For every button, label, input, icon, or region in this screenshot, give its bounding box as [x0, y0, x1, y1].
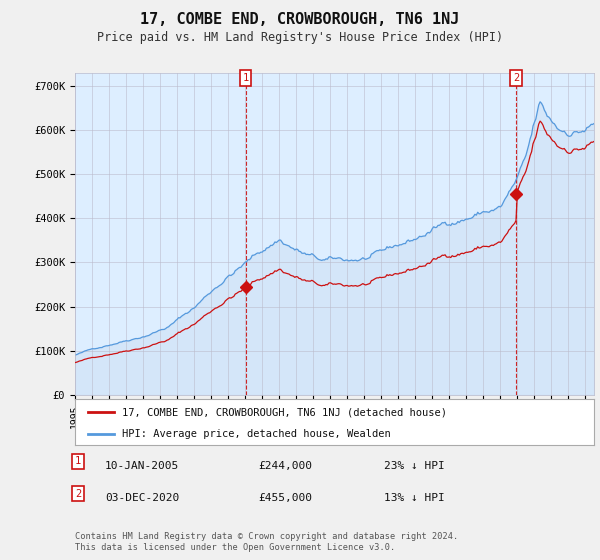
- Text: Price paid vs. HM Land Registry's House Price Index (HPI): Price paid vs. HM Land Registry's House …: [97, 31, 503, 44]
- Text: 10-JAN-2005: 10-JAN-2005: [105, 461, 179, 471]
- Text: HPI: Average price, detached house, Wealden: HPI: Average price, detached house, Weal…: [122, 429, 391, 438]
- Text: 1: 1: [75, 456, 81, 466]
- Text: £455,000: £455,000: [258, 493, 312, 503]
- Text: 2: 2: [75, 489, 81, 499]
- Text: 17, COMBE END, CROWBOROUGH, TN6 1NJ: 17, COMBE END, CROWBOROUGH, TN6 1NJ: [140, 12, 460, 27]
- Text: 03-DEC-2020: 03-DEC-2020: [105, 493, 179, 503]
- Text: 1: 1: [242, 73, 249, 83]
- Text: 23% ↓ HPI: 23% ↓ HPI: [384, 461, 445, 471]
- Text: 13% ↓ HPI: 13% ↓ HPI: [384, 493, 445, 503]
- Text: Contains HM Land Registry data © Crown copyright and database right 2024.
This d: Contains HM Land Registry data © Crown c…: [75, 532, 458, 552]
- Text: 2: 2: [513, 73, 519, 83]
- Text: 17, COMBE END, CROWBOROUGH, TN6 1NJ (detached house): 17, COMBE END, CROWBOROUGH, TN6 1NJ (det…: [122, 407, 447, 417]
- Text: £244,000: £244,000: [258, 461, 312, 471]
